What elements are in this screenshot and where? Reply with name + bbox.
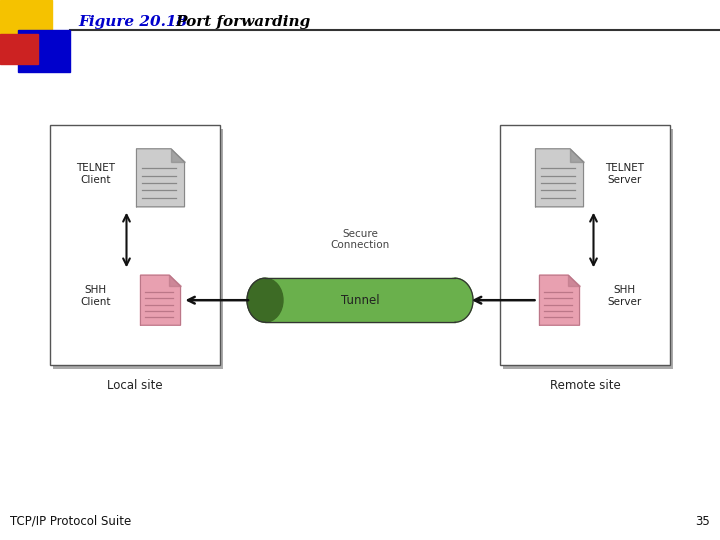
Text: Figure 20.18: Figure 20.18: [78, 15, 187, 29]
FancyBboxPatch shape: [500, 125, 670, 365]
Polygon shape: [140, 275, 181, 325]
Bar: [0, 0, 52, 50]
Text: TELNET
Client: TELNET Client: [76, 163, 115, 185]
FancyBboxPatch shape: [503, 129, 673, 369]
Polygon shape: [536, 149, 583, 207]
Bar: [265, 278, 455, 322]
Text: Port forwarding: Port forwarding: [175, 15, 310, 29]
Text: SHH
Server: SHH Server: [607, 286, 642, 307]
Ellipse shape: [247, 278, 283, 322]
Text: TELNET
Server: TELNET Server: [605, 163, 644, 185]
Text: Secure
Connection: Secure Connection: [330, 228, 390, 250]
Polygon shape: [570, 149, 583, 162]
Text: Local site: Local site: [107, 379, 163, 392]
Polygon shape: [137, 149, 184, 207]
Text: TCP/IP Protocol Suite: TCP/IP Protocol Suite: [10, 515, 131, 528]
Text: SHH
Client: SHH Client: [81, 286, 111, 307]
FancyBboxPatch shape: [53, 129, 223, 369]
Bar: [18, 30, 70, 72]
Bar: [0, 34, 38, 64]
FancyBboxPatch shape: [50, 125, 220, 365]
Polygon shape: [539, 275, 580, 325]
Polygon shape: [171, 149, 184, 162]
Text: Tunnel: Tunnel: [341, 294, 379, 307]
Text: 35: 35: [696, 515, 710, 528]
Polygon shape: [568, 275, 580, 286]
Polygon shape: [169, 275, 181, 286]
Ellipse shape: [437, 278, 473, 322]
Text: Remote site: Remote site: [549, 379, 621, 392]
